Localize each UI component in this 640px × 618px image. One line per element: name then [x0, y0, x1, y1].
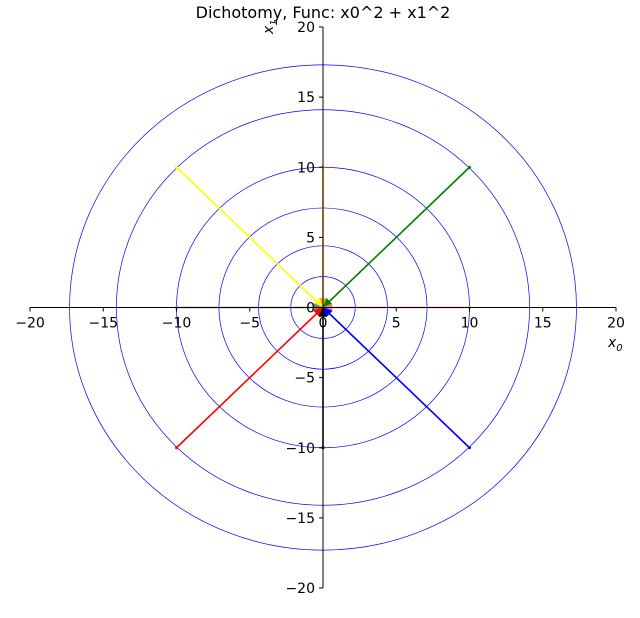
series-arrowhead	[322, 307, 333, 318]
chart-title: Dichotomy, Func: x0^2 + x1^2	[196, 3, 451, 22]
y-tick-label: −15	[285, 511, 315, 527]
series-start-point	[468, 165, 471, 169]
y-tick-label: 15	[297, 90, 315, 106]
x-tick-label: 20	[607, 316, 625, 332]
x-tick-label: 10	[461, 316, 479, 332]
series-line	[322, 306, 471, 449]
y-tick-label: 5	[306, 230, 315, 246]
y-axis-label: x1	[261, 19, 280, 35]
x-axis-label-sub: 0	[616, 343, 622, 354]
series-start-point	[175, 165, 178, 169]
y-axis-label-main: x	[261, 25, 277, 35]
y-tick-label: −5	[294, 371, 315, 387]
y-tick-label: −10	[285, 441, 315, 457]
x-tick-label: 5	[392, 316, 401, 332]
series-line	[322, 166, 471, 309]
y-tick-label: 0	[306, 301, 315, 317]
y-tick-label: 10	[297, 160, 315, 176]
y-axis-label-sub: 1	[269, 19, 280, 25]
series-start-point	[468, 446, 471, 450]
x-tick-label: 0	[319, 316, 328, 332]
x-axis-label: x0	[607, 335, 623, 354]
y-tick-label: 20	[297, 20, 315, 36]
series-line	[175, 166, 324, 309]
series-start-point	[175, 446, 178, 450]
x-tick-label: −5	[239, 316, 260, 332]
series-line	[175, 306, 324, 449]
x-tick-label: 15	[534, 316, 552, 332]
x-tick-label: −10	[162, 316, 192, 332]
y-tick-label: −20	[285, 581, 315, 597]
x-tick-label: −20	[15, 316, 45, 332]
x-tick-label: −15	[88, 316, 118, 332]
x-axis-label-main: x	[607, 335, 617, 351]
